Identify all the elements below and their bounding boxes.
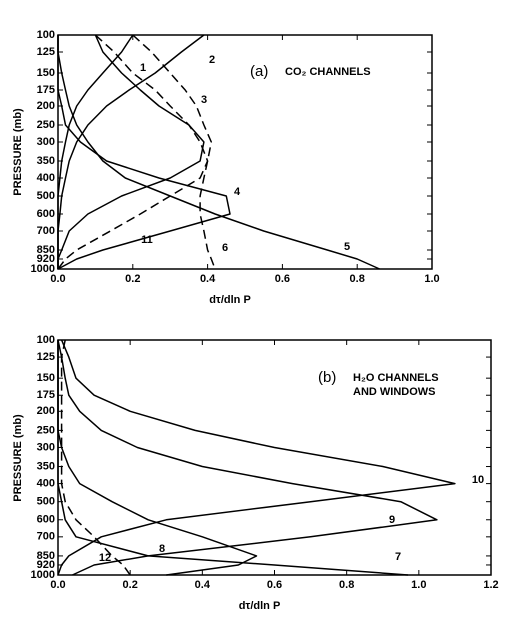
curve <box>57 339 438 576</box>
curve <box>132 34 216 270</box>
y-tick-label: 150 <box>37 372 55 384</box>
y-tick-label: 500 <box>37 496 55 508</box>
y-tick-label: 150 <box>37 67 55 79</box>
curve <box>57 35 231 270</box>
panel-subtitle: CO₂ CHANNELS <box>285 66 371 78</box>
y-tick-label: 700 <box>37 225 55 237</box>
x-tick-label: 0.4 <box>195 579 211 591</box>
y-tick-label: 400 <box>37 478 55 490</box>
x-axis-label: dτ/dln P <box>209 294 251 306</box>
x-tick-label: 0.0 <box>50 579 65 591</box>
y-axis-label: PRESSURE (mb) <box>12 414 24 502</box>
x-tick-label: 0.8 <box>339 579 354 591</box>
y-tick-label: 175 <box>37 389 55 401</box>
curve <box>57 34 205 269</box>
curve-label: 6 <box>222 242 228 254</box>
y-tick-label: 125 <box>37 46 55 58</box>
y-tick-label: 400 <box>37 172 55 184</box>
panel-subtitle: H₂O CHANNELS <box>353 372 439 384</box>
y-tick-label: 175 <box>37 84 55 96</box>
y-tick-label: 350 <box>37 460 55 472</box>
y-tick-label: 300 <box>37 136 55 148</box>
curve-label: 1 <box>140 62 146 74</box>
y-tick-label: 920 <box>37 253 55 265</box>
y-tick-label: 200 <box>37 100 55 112</box>
curve <box>57 340 258 576</box>
plot-frame <box>57 34 433 270</box>
curve-label: 7 <box>395 551 401 563</box>
curve-label: 11 <box>141 234 153 246</box>
curve <box>57 35 380 270</box>
curve <box>57 339 456 576</box>
y-tick-label: 500 <box>37 190 55 202</box>
y-axis-label: PRESSURE (mb) <box>12 108 24 196</box>
x-tick-label: 0.6 <box>267 579 282 591</box>
x-axis-label: dτ/dln P <box>239 600 281 612</box>
panel-label: (a) <box>250 63 268 80</box>
curve-label: 2 <box>209 54 215 66</box>
y-tick-label: 1000 <box>31 263 55 275</box>
y-tick-label: 350 <box>37 155 55 167</box>
curve <box>57 34 205 269</box>
x-tick-label: 1.0 <box>424 273 439 285</box>
curve-label: 8 <box>159 543 165 555</box>
x-tick-label: 0.2 <box>125 273 140 285</box>
curve-label: 3 <box>201 94 207 106</box>
y-tick-label: 100 <box>37 334 55 346</box>
curve-label: 10 <box>472 474 484 486</box>
y-tick-label: 600 <box>37 208 55 220</box>
x-tick-label: 0.6 <box>275 273 290 285</box>
curve-label: 12 <box>99 552 111 564</box>
curve-label: 9 <box>389 514 395 526</box>
x-tick-label: 0.4 <box>200 273 216 285</box>
y-tick-label: 250 <box>37 424 55 436</box>
y-tick-label: 850 <box>37 244 55 256</box>
x-tick-label: 0.2 <box>123 579 138 591</box>
panel-label: (b) <box>318 369 336 386</box>
y-tick-label: 850 <box>37 550 55 562</box>
curve-label: 4 <box>234 186 241 198</box>
x-tick-label: 1.2 <box>483 579 498 591</box>
curve-label: 5 <box>344 241 350 253</box>
y-tick-label: 100 <box>37 29 55 41</box>
y-tick-label: 600 <box>37 514 55 526</box>
x-tick-label: 0.0 <box>50 273 65 285</box>
y-tick-label: 200 <box>37 405 55 417</box>
x-tick-label: 1.0 <box>411 579 426 591</box>
y-tick-label: 125 <box>37 351 55 363</box>
curve <box>60 339 131 576</box>
y-tick-label: 700 <box>37 531 55 543</box>
curve <box>57 34 209 270</box>
x-tick-label: 0.8 <box>350 273 365 285</box>
y-tick-label: 250 <box>37 119 55 131</box>
y-tick-label: 1000 <box>31 569 55 581</box>
y-tick-label: 920 <box>37 559 55 571</box>
panel-subtitle: AND WINDOWS <box>353 386 436 398</box>
y-tick-label: 300 <box>37 441 55 453</box>
